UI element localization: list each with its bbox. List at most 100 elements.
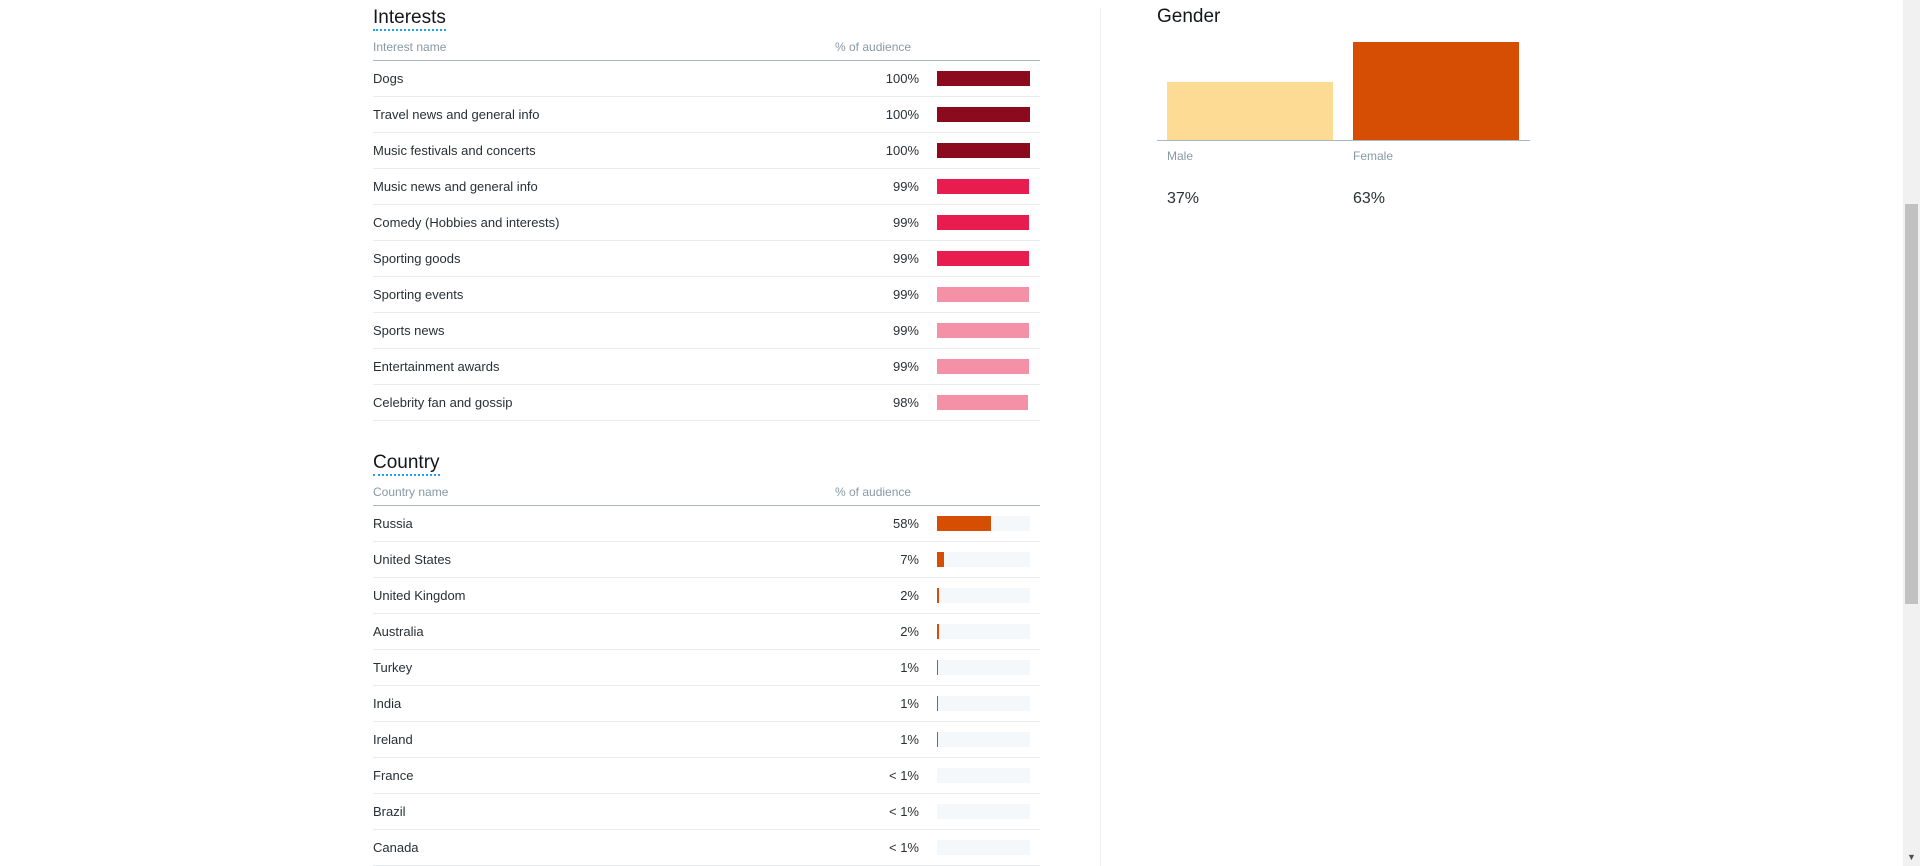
country-name: Australia bbox=[373, 624, 424, 639]
interest-pct: 99% bbox=[892, 287, 919, 302]
country-table: Country name % of audience Russia 58% Unit… bbox=[373, 483, 1040, 866]
interest-bar-track bbox=[937, 323, 1030, 338]
country-bar bbox=[937, 516, 991, 531]
country-row: Russia 58% bbox=[373, 506, 1040, 542]
interest-bar-track bbox=[937, 215, 1030, 230]
interest-name: Celebrity fan and gossip bbox=[373, 395, 513, 410]
country-bar-track bbox=[937, 768, 1030, 783]
country-bar-track bbox=[937, 552, 1030, 567]
country-row: Ireland 1% bbox=[373, 722, 1040, 758]
interest-pct: 99% bbox=[892, 215, 919, 230]
interest-name: Comedy (Hobbies and interests) bbox=[373, 215, 560, 230]
interest-bar bbox=[937, 251, 1029, 266]
column-divider bbox=[1100, 8, 1101, 866]
country-pct: 1% bbox=[900, 696, 919, 711]
country-name-header: Country name bbox=[373, 485, 449, 499]
country-bar-track bbox=[937, 516, 1030, 531]
interest-name: Sporting events bbox=[373, 287, 464, 302]
country-bar bbox=[937, 660, 938, 675]
interest-bar bbox=[937, 215, 1029, 230]
interest-name: Music festivals and concerts bbox=[373, 143, 536, 158]
interest-row: Celebrity fan and gossip 98% bbox=[373, 385, 1040, 421]
interest-row: Dogs 100% bbox=[373, 61, 1040, 97]
country-bar bbox=[937, 588, 939, 603]
interests-title[interactable]: Interests bbox=[373, 7, 446, 31]
country-bar-track bbox=[937, 804, 1030, 819]
interest-bar bbox=[937, 107, 1030, 122]
country-row: India 1% bbox=[373, 686, 1040, 722]
country-pct: 1% bbox=[900, 732, 919, 747]
interest-bar-track bbox=[937, 107, 1030, 122]
country-pct: < 1% bbox=[889, 804, 919, 819]
country-name: Canada bbox=[373, 840, 419, 855]
country-pct: 7% bbox=[900, 552, 919, 567]
country-bar-track bbox=[937, 732, 1030, 747]
interest-row: Entertainment awards 99% bbox=[373, 349, 1040, 385]
country-bar-track bbox=[937, 840, 1030, 855]
country-bar bbox=[937, 552, 944, 567]
interest-row: Sports news 99% bbox=[373, 313, 1040, 349]
interest-pct: 99% bbox=[892, 179, 919, 194]
gender-label: Male bbox=[1167, 149, 1194, 163]
country-pct: 2% bbox=[900, 588, 919, 603]
interest-bar-track bbox=[937, 359, 1030, 374]
interest-pct: 99% bbox=[892, 323, 919, 338]
country-rows: Russia 58% United States 7% United Kingdom 2%… bbox=[373, 506, 1040, 866]
country-pct: 1% bbox=[900, 660, 919, 675]
country-name: India bbox=[373, 696, 402, 711]
interest-row: Travel news and general info 100% bbox=[373, 97, 1040, 133]
interest-name: Sporting goods bbox=[373, 251, 461, 266]
country-pct: 2% bbox=[900, 624, 919, 639]
gender-bar-male bbox=[1167, 82, 1333, 140]
interest-bar-track bbox=[937, 395, 1030, 410]
interest-name: Entertainment awards bbox=[373, 359, 500, 374]
interest-name: Travel news and general info bbox=[373, 107, 540, 122]
interest-row: Sporting goods 99% bbox=[373, 241, 1040, 277]
interest-pct-header: % of audience bbox=[835, 40, 912, 54]
interests-table: Interest name % of audience Dogs 100% Trav… bbox=[373, 38, 1040, 421]
gender-value: 37% bbox=[1167, 190, 1200, 207]
country-row: Australia 2% bbox=[373, 614, 1040, 650]
country-name: United Kingdom bbox=[373, 588, 466, 603]
country-bar bbox=[937, 732, 938, 747]
gender-bar-female bbox=[1353, 42, 1519, 140]
country-row: Canada < 1% bbox=[373, 830, 1040, 866]
interest-bar bbox=[937, 287, 1029, 302]
country-pct: 58% bbox=[892, 516, 919, 531]
country-bar-track bbox=[937, 624, 1030, 639]
interest-pct: 100% bbox=[885, 107, 919, 122]
country-pct: < 1% bbox=[889, 840, 919, 855]
interest-pct: 99% bbox=[892, 359, 919, 374]
country-row: United States 7% bbox=[373, 542, 1040, 578]
interest-bar bbox=[937, 179, 1029, 194]
country-title[interactable]: Country bbox=[373, 452, 440, 476]
country-bar-track bbox=[937, 660, 1030, 675]
interest-bar bbox=[937, 359, 1029, 374]
interest-row: Comedy (Hobbies and interests) 99% bbox=[373, 205, 1040, 241]
country-pct-header: % of audience bbox=[835, 485, 912, 499]
country-row: Brazil < 1% bbox=[373, 794, 1040, 830]
gender-baseline bbox=[1157, 140, 1530, 141]
country-bar-track bbox=[937, 696, 1030, 711]
interest-bar bbox=[937, 323, 1029, 338]
country-name: Brazil bbox=[373, 804, 406, 819]
country-name: Ireland bbox=[373, 732, 413, 747]
interest-name-header: Interest name bbox=[373, 40, 447, 54]
gender-chart bbox=[1157, 36, 1530, 141]
interest-pct: 98% bbox=[892, 395, 919, 410]
interest-bar bbox=[937, 71, 1030, 86]
country-name: United States bbox=[373, 552, 452, 567]
page-scrollbar[interactable]: ▼ bbox=[1903, 0, 1920, 866]
gender-label: Female bbox=[1353, 149, 1394, 163]
interest-name: Music news and general info bbox=[373, 179, 538, 194]
scrollbar-thumb[interactable] bbox=[1905, 204, 1918, 604]
interest-pct: 99% bbox=[892, 251, 919, 266]
interest-pct: 100% bbox=[885, 143, 919, 158]
interest-bar-track bbox=[937, 143, 1030, 158]
country-name: Russia bbox=[373, 516, 413, 531]
country-table-header: Country name % of audience bbox=[373, 483, 1040, 506]
interest-name: Dogs bbox=[373, 71, 404, 86]
scroll-down-arrow-icon[interactable]: ▼ bbox=[1907, 852, 1916, 862]
country-bar-track bbox=[937, 588, 1030, 603]
country-name: France bbox=[373, 768, 414, 783]
